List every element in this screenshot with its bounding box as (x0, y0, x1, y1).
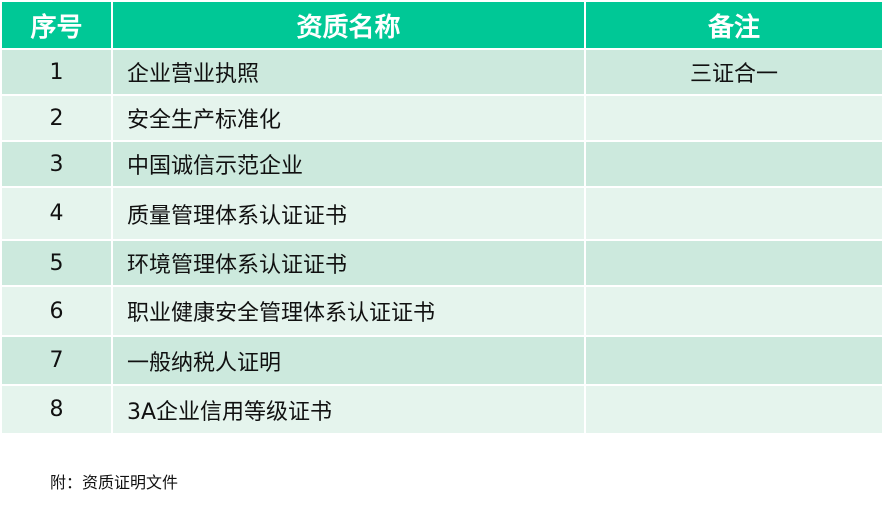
cell-name: 企业营业执照 (111, 48, 586, 96)
header-row: 序号 资质名称 备注 (0, 0, 884, 50)
table-row: 4 质量管理体系认证证书 (0, 186, 884, 241)
table-row: 8 3A企业信用等级证书 (0, 384, 884, 435)
cell-name: 安全生产标准化 (111, 94, 586, 142)
table-row: 6 职业健康安全管理体系认证证书 (0, 285, 884, 337)
footnote: 附：资质证明文件 (50, 473, 179, 492)
cell-remark (584, 285, 884, 337)
cell-name: 职业健康安全管理体系认证证书 (111, 285, 586, 337)
cell-no: 4 (0, 186, 113, 241)
cell-remark: 三证合一 (584, 48, 884, 96)
cell-remark (584, 186, 884, 241)
cell-name: 一般纳税人证明 (111, 335, 586, 386)
cell-no: 7 (0, 335, 113, 386)
table-row: 2 安全生产标准化 (0, 94, 884, 142)
cell-name: 3A企业信用等级证书 (111, 384, 586, 435)
cell-no: 6 (0, 285, 113, 337)
cell-no: 5 (0, 239, 113, 287)
cell-name: 环境管理体系认证证书 (111, 239, 586, 287)
cell-no: 3 (0, 140, 113, 188)
table-row: 5 环境管理体系认证证书 (0, 239, 884, 287)
qualification-table: 序号 资质名称 备注 1 企业营业执照 三证合一 2 安全生产标准化 3 中国诚信示范企… (0, 0, 884, 435)
cell-remark (584, 384, 884, 435)
cell-no: 1 (0, 48, 113, 96)
cell-name: 中国诚信示范企业 (111, 140, 586, 188)
cell-no: 8 (0, 384, 113, 435)
table-row: 3 中国诚信示范企业 (0, 140, 884, 188)
cell-remark (584, 94, 884, 142)
cell-no: 2 (0, 94, 113, 142)
cell-remark (584, 335, 884, 386)
header-remark: 备注 (584, 0, 884, 50)
table-row: 1 企业营业执照 三证合一 (0, 48, 884, 96)
cell-name: 质量管理体系认证证书 (111, 186, 586, 241)
table-row: 7 一般纳税人证明 (0, 335, 884, 386)
header-no: 序号 (0, 0, 113, 50)
cell-remark (584, 239, 884, 287)
header-name: 资质名称 (111, 0, 586, 50)
cell-remark (584, 140, 884, 188)
